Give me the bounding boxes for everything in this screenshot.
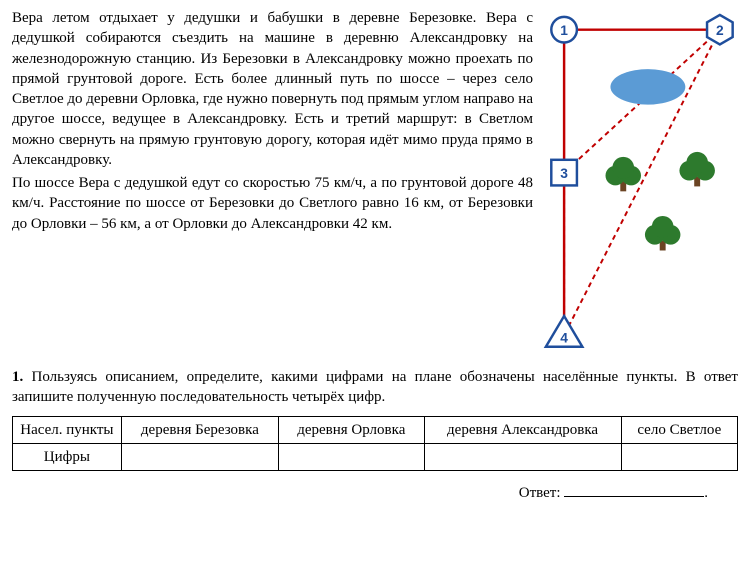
table-cell-3: [424, 443, 621, 470]
table-cell-4: [621, 443, 737, 470]
table-cell-1: [121, 443, 278, 470]
map-node-3: 3: [551, 160, 577, 186]
table-col-4: село Светлое: [621, 416, 737, 443]
map-node-1: 1: [551, 17, 577, 43]
answer-label: Ответ:: [519, 485, 561, 501]
svg-text:3: 3: [560, 166, 568, 181]
answer-table: Насел. пункты деревня Березовка деревня …: [12, 416, 738, 472]
problem-text: Вера летом отдыхает у дедушки и бабушки …: [12, 8, 533, 353]
table-row-label: Цифры: [13, 443, 122, 470]
map-diagram: 1 2 3 4: [543, 8, 738, 353]
paragraph-1: Вера летом отдыхает у дедушки и бабушки …: [12, 8, 533, 170]
svg-text:1: 1: [560, 23, 568, 38]
answer-blank: [564, 483, 704, 497]
tree-icon: [679, 152, 714, 187]
paragraph-2: По шоссе Вера с дедушкой едут со скорост…: [12, 173, 533, 234]
table-col-3: деревня Александровка: [424, 416, 621, 443]
map-node-2: 2: [707, 15, 733, 45]
question-number: 1.: [12, 369, 23, 385]
tree-icon: [645, 216, 680, 251]
map-node-4: 4: [546, 316, 583, 347]
svg-text:2: 2: [716, 23, 724, 38]
table-col-2: деревня Орловка: [279, 416, 425, 443]
tree-icon: [606, 157, 641, 192]
pond-icon: [610, 69, 685, 104]
table-header-label: Насел. пункты: [13, 416, 122, 443]
table-col-1: деревня Березовка: [121, 416, 278, 443]
svg-text:4: 4: [560, 331, 568, 346]
answer-line: Ответ: .: [12, 483, 738, 503]
question-text: Пользуясь описанием, определите, какими …: [12, 369, 738, 405]
question-block: 1. Пользуясь описанием, определите, каки…: [12, 367, 738, 408]
table-cell-2: [279, 443, 425, 470]
